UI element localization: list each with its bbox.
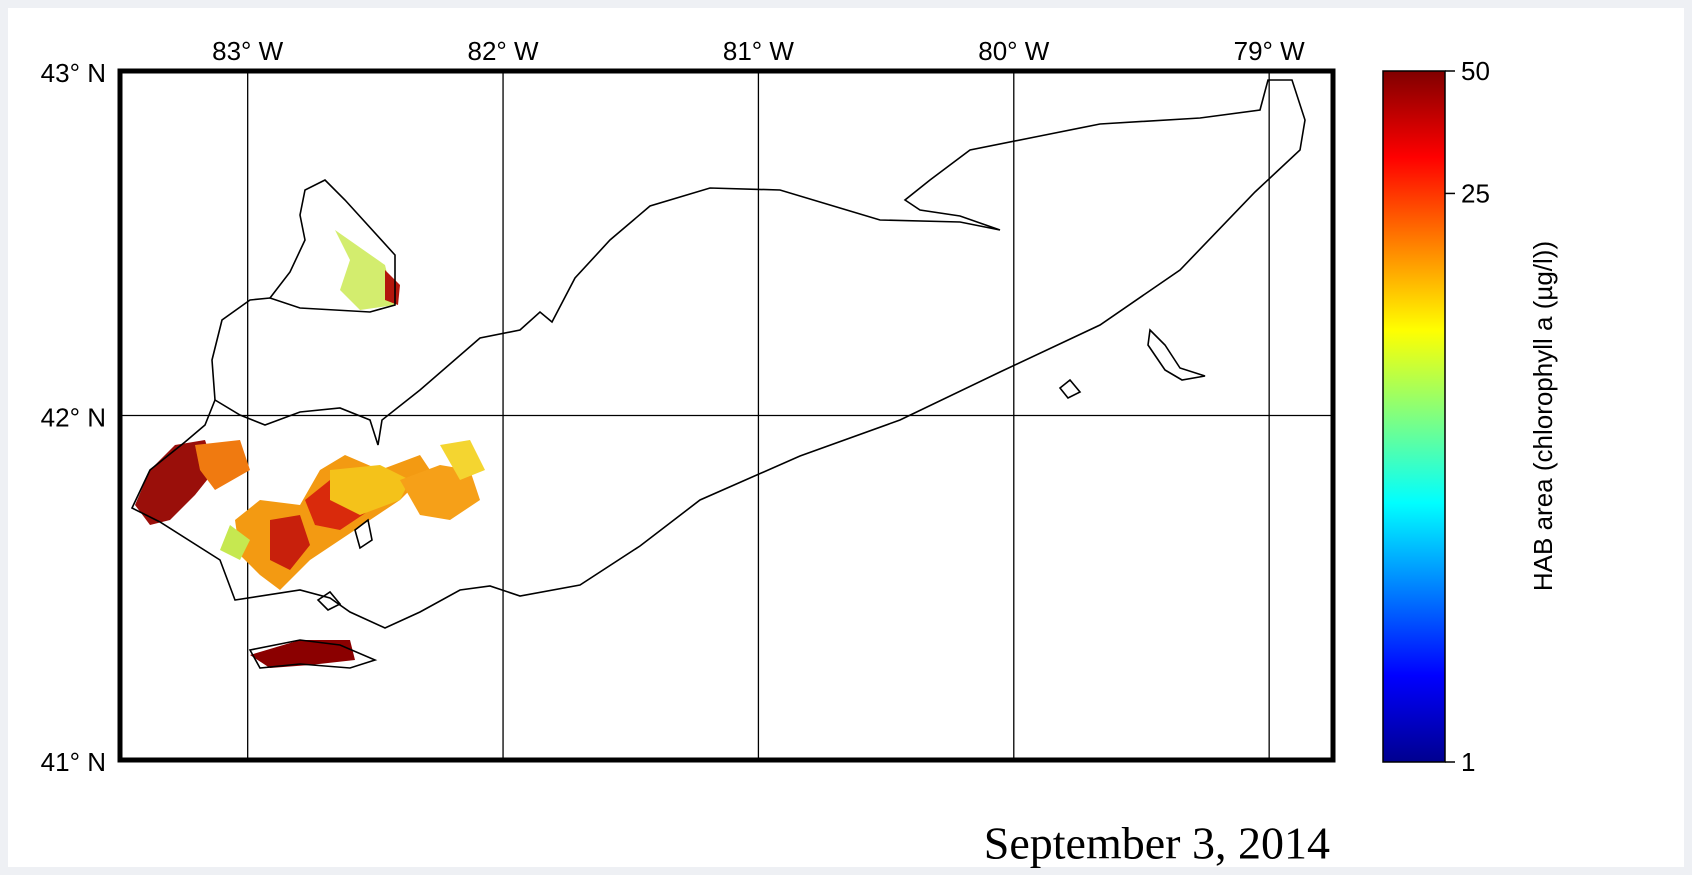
colorbar-tick-label: 1	[1461, 747, 1475, 777]
lon-tick-label: 80° W	[978, 36, 1050, 66]
date-label: September 3, 2014	[984, 818, 1330, 869]
lat-tick-label: 42° N	[41, 402, 106, 432]
lon-tick-label: 81° W	[723, 36, 795, 66]
bloom-patches	[135, 230, 485, 668]
colorbar-label: HAB area (chlorophyll a (µg/l))	[1528, 241, 1558, 591]
lat-tick-label: 41° N	[41, 747, 106, 777]
lon-tick-label: 83° W	[212, 36, 284, 66]
colorbar-tick-label: 50	[1461, 56, 1490, 86]
lon-tick-label: 79° W	[1234, 36, 1306, 66]
lon-tick-label: 82° W	[468, 36, 540, 66]
colorbar-tick-label: 25	[1461, 178, 1490, 208]
map-frame	[117, 68, 1336, 763]
coastline	[130, 79, 1306, 669]
lat-tick-label: 43° N	[41, 58, 106, 88]
colorbar	[1382, 70, 1446, 763]
